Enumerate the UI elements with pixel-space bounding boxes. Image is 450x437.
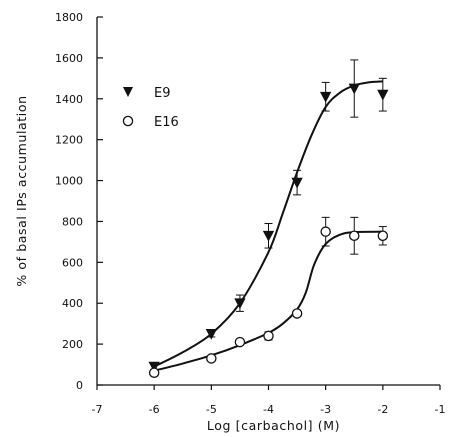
data-point-e9	[291, 177, 303, 189]
y-tick-label: 600	[62, 256, 83, 269]
data-point-e16	[377, 230, 389, 242]
y-tick-label: 0	[76, 379, 83, 392]
error-bars	[150, 59, 387, 376]
y-tick-label: 1600	[55, 52, 83, 65]
y-tick-label: 400	[62, 297, 83, 310]
legend-marker-e16	[122, 115, 134, 127]
y-tick-label: 800	[62, 215, 83, 228]
data-point-e9	[320, 91, 332, 103]
x-tick-label: -5	[206, 403, 217, 416]
data-point-e9	[348, 83, 360, 95]
chart-legend: E9 E16	[122, 86, 179, 130]
data-point-e16	[263, 330, 274, 342]
x-tick-label: -4	[263, 403, 274, 416]
legend-marker-e9	[123, 87, 133, 97]
data-point-e9	[377, 89, 389, 101]
data-point-e9	[262, 230, 275, 242]
y-tick-label: 1800	[55, 11, 83, 24]
legend-label-e9: E9	[154, 86, 171, 101]
y-tick-label: 1200	[55, 134, 83, 147]
y-tick-label: 1000	[55, 175, 83, 188]
y-axis-label: % of basal IPs accumulation	[14, 95, 29, 286]
x-tick-label: -1	[435, 403, 446, 416]
x-tick-label: -6	[149, 403, 160, 416]
x-tick-label: -3	[320, 403, 331, 416]
x-axis-label: Log [carbachol] (M)	[207, 418, 340, 433]
data-markers	[148, 83, 389, 378]
x-tick-label: -7	[92, 403, 103, 416]
y-tick-label: 1400	[55, 93, 83, 106]
data-point-e16	[148, 367, 160, 378]
data-point-e16	[320, 226, 331, 237]
data-point-e9	[148, 361, 160, 373]
data-point-e9	[205, 328, 217, 340]
data-point-e9	[234, 298, 246, 310]
y-tick-label: 200	[62, 338, 83, 351]
legend-label-e16: E16	[154, 115, 179, 130]
data-point-e16	[348, 230, 360, 242]
x-tick-label: -2	[377, 403, 388, 416]
chart-axes: 0 200 400 600 800 1000 1200 1400 1600 1800 -7 -6 -5 -…	[55, 11, 445, 416]
data-point-e16	[206, 353, 217, 364]
data-point-e16	[234, 336, 246, 348]
data-point-e16	[291, 308, 303, 319]
